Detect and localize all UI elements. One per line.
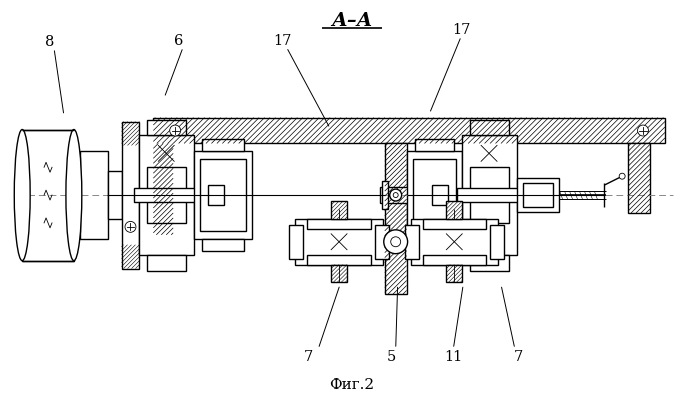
Bar [375, 225, 389, 259]
Text: 17: 17 [273, 34, 291, 48]
Bar [308, 219, 371, 229]
Bar [470, 255, 509, 271]
Bar [447, 202, 462, 219]
Bar [308, 255, 371, 265]
Bar [153, 144, 173, 235]
Text: 11: 11 [444, 349, 463, 363]
Circle shape [390, 190, 402, 202]
Bar [208, 186, 224, 206]
Ellipse shape [14, 130, 30, 261]
Bar [153, 118, 665, 144]
Bar [415, 239, 454, 251]
Bar [422, 255, 486, 265]
Bar [22, 130, 74, 261]
Bar [296, 219, 383, 265]
Circle shape [637, 126, 649, 137]
Bar [412, 160, 456, 231]
Bar [407, 152, 462, 239]
Bar [122, 122, 139, 269]
Bar [384, 144, 407, 240]
Bar [447, 265, 462, 283]
Bar [517, 179, 559, 212]
Bar [382, 182, 388, 209]
Bar [134, 189, 199, 202]
Circle shape [125, 222, 136, 233]
Text: 17: 17 [452, 23, 470, 37]
Text: 6: 6 [175, 34, 184, 48]
Bar [523, 184, 553, 207]
Bar [147, 168, 186, 223]
Bar [139, 136, 194, 255]
Bar [457, 189, 522, 202]
Bar [405, 225, 419, 259]
Bar [147, 255, 186, 271]
Bar [331, 265, 347, 283]
Circle shape [394, 193, 398, 198]
Bar [384, 240, 407, 295]
Circle shape [384, 230, 408, 254]
Circle shape [170, 126, 180, 137]
Bar [462, 136, 517, 255]
Text: Фиг.2: Фиг.2 [329, 377, 375, 391]
Circle shape [391, 237, 401, 247]
Bar [202, 140, 244, 152]
Bar [470, 120, 509, 136]
Bar [470, 168, 509, 223]
Bar [433, 186, 448, 206]
Text: А–А: А–А [331, 12, 373, 30]
Text: 8: 8 [45, 35, 55, 49]
Bar [331, 202, 347, 219]
Bar [628, 144, 650, 214]
Bar [415, 140, 454, 152]
Text: 5: 5 [387, 349, 396, 363]
Circle shape [619, 174, 625, 180]
Bar [380, 188, 412, 204]
Bar [410, 219, 498, 265]
Bar [108, 172, 122, 219]
Ellipse shape [66, 130, 82, 261]
Text: 7: 7 [303, 349, 313, 363]
Bar [202, 239, 244, 251]
Text: 7: 7 [514, 349, 524, 363]
Bar [147, 120, 186, 136]
Bar [80, 152, 108, 239]
Bar [422, 219, 486, 229]
Bar [490, 225, 504, 259]
Bar [194, 152, 252, 239]
Bar [289, 225, 303, 259]
Bar [200, 160, 246, 231]
